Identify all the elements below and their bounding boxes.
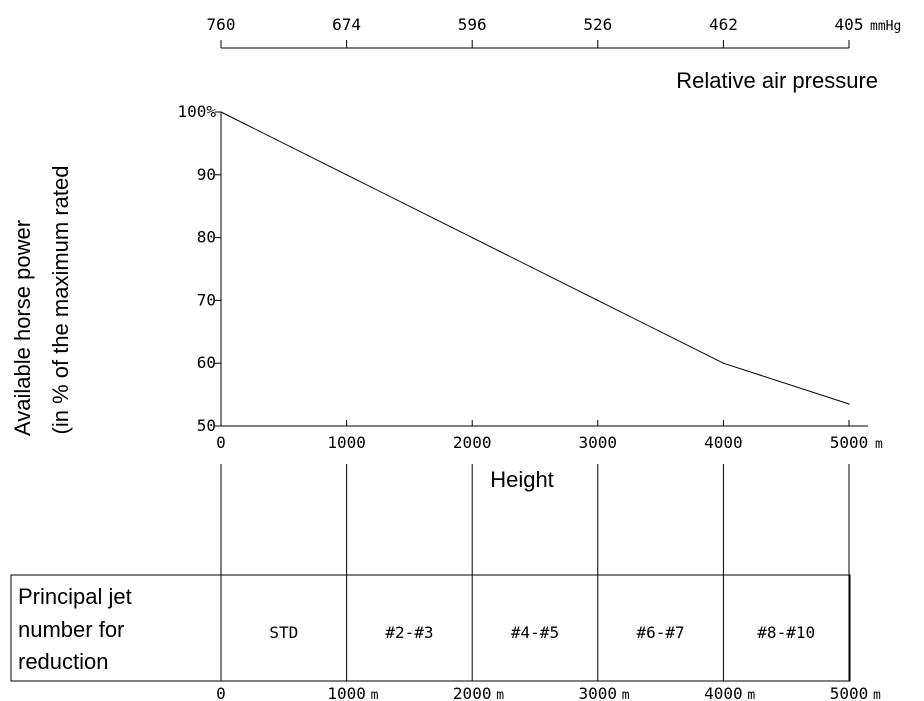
x-axis-unit: m: [875, 437, 883, 452]
y-tick-label: 60: [197, 353, 216, 372]
table-height-unit: m: [873, 688, 881, 701]
y-tick-label: 50: [197, 416, 216, 435]
table-height-label: 1000: [327, 684, 366, 701]
table-height-label: 2000: [453, 684, 492, 701]
pressure-tick-label: 760: [207, 15, 236, 34]
y-tick-label: 80: [197, 228, 216, 247]
table-height-label: 3000: [579, 684, 618, 701]
pressure-tick-label: 596: [458, 15, 487, 34]
jet-size-cell: #8-#10: [757, 623, 815, 642]
pressure-axis: 760 674 596 526 462 405 mmHg Relative air pres…: [207, 15, 902, 93]
data-point: [848, 403, 850, 405]
data-point: [722, 362, 725, 364]
x-tick-label: 1000: [327, 433, 366, 452]
table-height-label: 0: [216, 684, 226, 701]
y-tick-label: 100%: [177, 102, 216, 121]
table-height-unit: m: [496, 688, 504, 701]
y-tick-label: 70: [197, 290, 216, 309]
x-tick-label: 0: [216, 433, 226, 452]
table-height-unit: m: [747, 688, 755, 701]
table-height-unit: m: [371, 688, 379, 701]
pressure-tick-label: 462: [709, 15, 738, 34]
table-height-label: 4000: [704, 684, 743, 701]
x-axis-title: Height: [490, 467, 554, 492]
table-height-label: 5000: [830, 684, 869, 701]
pressure-axis-unit: mmHg: [870, 19, 901, 34]
data-point: [220, 111, 222, 113]
y-tick-label: 90: [197, 165, 216, 184]
y-axis-title-line1: Available horse power: [10, 220, 35, 436]
jet-size-cell: #2-#3: [385, 623, 433, 642]
horse-power-series-line: [220, 111, 850, 405]
jet-table-label-line1: Principal jet: [18, 584, 132, 609]
x-tick-label: 4000: [704, 433, 743, 452]
jet-table-label-line3: reduction: [18, 649, 109, 674]
data-point: [471, 237, 473, 239]
jet-size-cell: STD: [269, 623, 298, 642]
jet-table-label-line2: number for: [18, 617, 124, 642]
y-axis-title-line2: (in % of the maximum rated: [48, 166, 73, 435]
pressure-axis-title: Relative air pressure: [676, 68, 878, 93]
jet-size-cell: #6-#7: [637, 623, 685, 642]
plot-area: 100% 90 80 70 60 50 0 1000 2000 3000 4000 5000 m: [177, 102, 883, 452]
data-point: [597, 299, 599, 301]
jet-table: Principal jet number for reduction STD #2…: [10, 464, 881, 701]
jet-size-cell: #4-#5: [511, 623, 559, 642]
table-height-unit: m: [622, 688, 630, 701]
pressure-tick-label: 674: [332, 15, 361, 34]
x-tick-label: 2000: [453, 433, 492, 452]
x-tick-label: 3000: [579, 433, 618, 452]
data-point: [346, 174, 348, 176]
jet-table-row: [10, 574, 851, 682]
x-tick-label: 5000: [830, 433, 869, 452]
pressure-tick-label: 526: [583, 15, 612, 34]
pressure-tick-label: 405: [835, 15, 864, 34]
